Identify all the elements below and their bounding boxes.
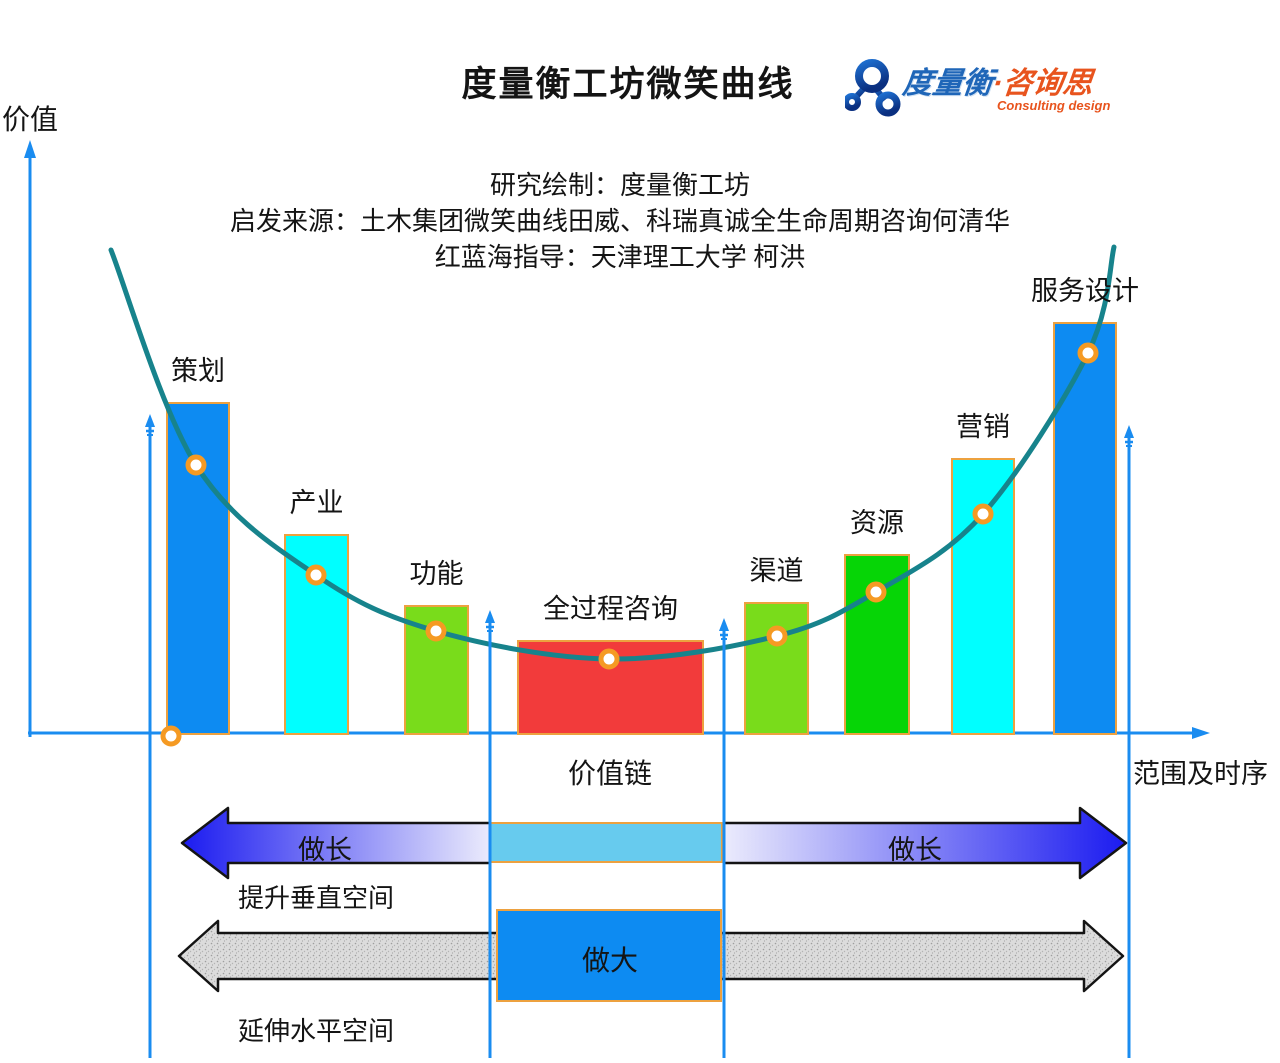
logo-wordmark: 度量衡·咨询思 <box>900 67 1095 100</box>
curve-marker <box>185 454 207 476</box>
grow-long-right-arrow <box>722 806 1128 880</box>
curve-marker <box>972 503 994 525</box>
boundary-line-arrowhead <box>1124 425 1134 438</box>
curve-marker <box>1077 342 1099 364</box>
curve-marker <box>865 581 887 603</box>
value-chain-band <box>489 822 723 863</box>
grow-long-left-arrow <box>180 806 492 880</box>
bar-营销 <box>951 458 1015 735</box>
curve-marker <box>305 564 327 586</box>
bar-服务设计 <box>1053 322 1117 735</box>
bar-策划 <box>166 402 230 735</box>
x-axis-arrowhead <box>1192 727 1210 739</box>
grow-big-box <box>496 909 722 1002</box>
molecule-icon <box>843 59 901 117</box>
curve-marker <box>598 648 620 670</box>
y-axis-arrowhead <box>24 140 36 158</box>
smile-curve <box>108 244 1117 662</box>
company-logo: 度量衡·咨询思 Consulting design <box>843 54 1110 120</box>
boundary-line-arrowhead <box>719 618 729 631</box>
boundary-line-arrowhead <box>145 414 155 427</box>
logo-tagline: Consulting design <box>997 98 1111 113</box>
curve-marker <box>766 625 788 647</box>
curve-marker <box>425 620 447 642</box>
bar-渠道 <box>744 602 809 735</box>
curve-marker <box>160 725 182 747</box>
boundary-line-arrowhead <box>485 610 495 623</box>
